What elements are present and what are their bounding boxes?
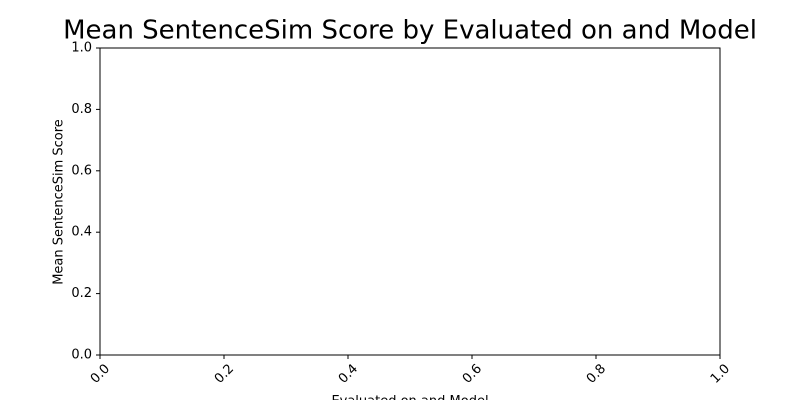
y-tick-label: 0.2	[71, 286, 92, 301]
y-tick-label: 0.0	[71, 348, 92, 363]
x-tick-label: 0.4	[336, 361, 361, 386]
x-tick-label: 1.0	[708, 361, 733, 386]
x-tick-label: 0.2	[212, 361, 237, 386]
plot-frame	[99, 47, 721, 356]
y-axis-label: Mean SentenceSim Score	[52, 119, 67, 285]
x-tick-label: 0.6	[460, 361, 485, 386]
y-tick-label: 0.6	[71, 163, 92, 178]
y-tick-label: 0.4	[71, 225, 92, 240]
x-axis-label: Evaluated on and Model	[331, 394, 488, 400]
x-tick-label: 0.8	[584, 361, 609, 386]
chart-title: Mean SentenceSim Score by Evaluated on a…	[63, 16, 757, 46]
y-tick-label: 1.0	[71, 41, 92, 56]
y-tick-label: 0.8	[71, 102, 92, 117]
x-tick-label: 0.0	[88, 361, 113, 386]
